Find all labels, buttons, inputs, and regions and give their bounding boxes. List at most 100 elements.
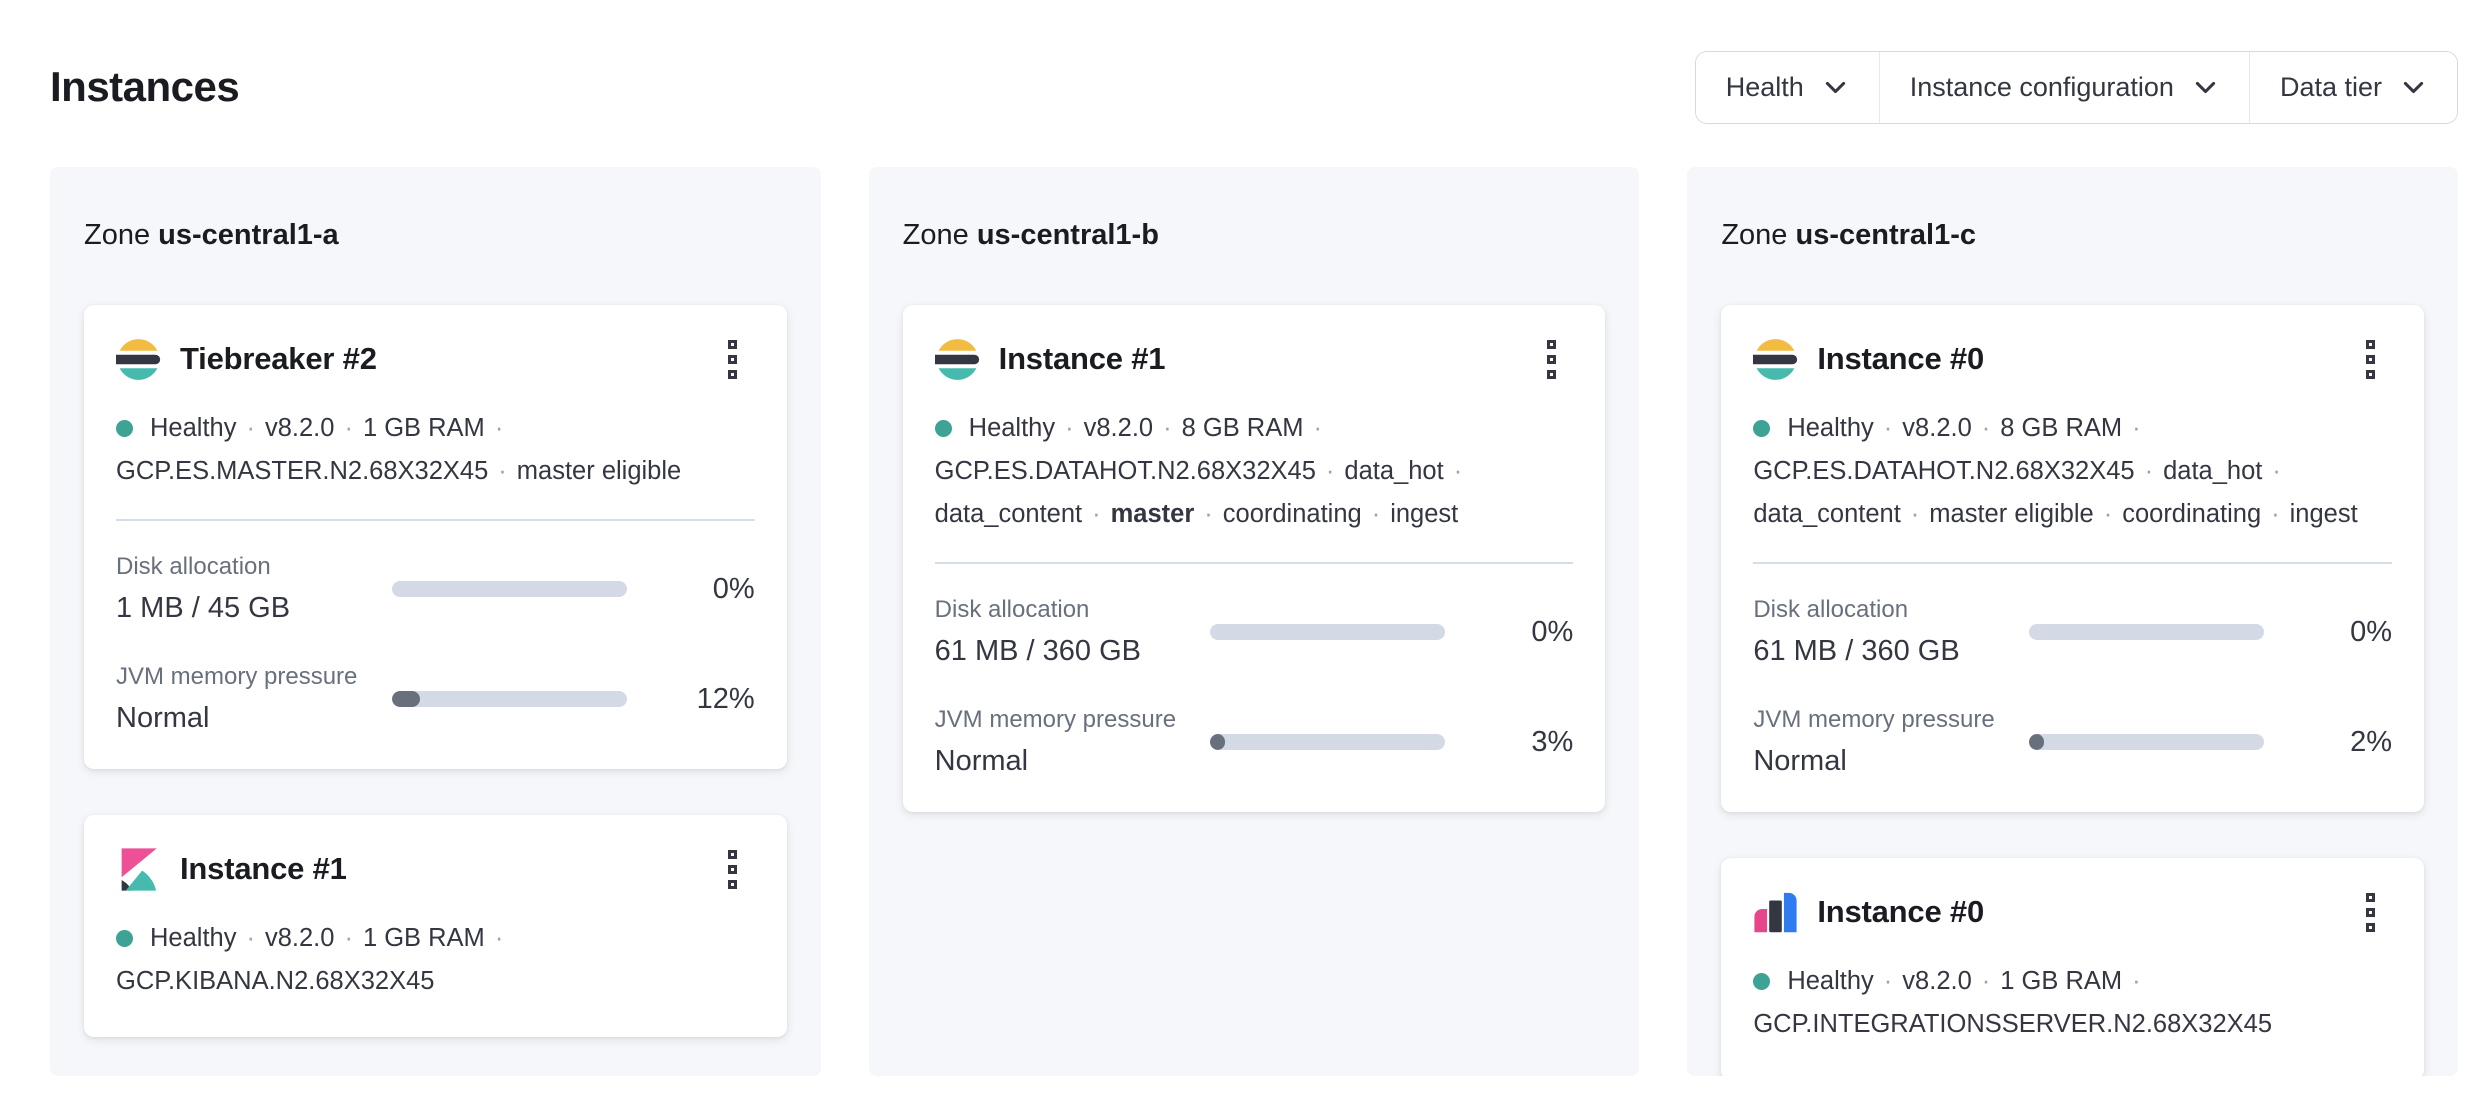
metric-label: JVM memory pressure <box>934 706 1177 733</box>
status-segment: data_hot <box>2163 457 2263 485</box>
separator-dot: · <box>498 457 507 485</box>
metric-value: Normal <box>116 702 210 734</box>
status-segment: Healthy <box>150 924 237 952</box>
status-segment: 8 GB RAM <box>1181 414 1304 442</box>
metric-percent: 0% <box>2350 615 2392 648</box>
instance-card-instance-0: Instance #0 Healthy · v8.2.0 · 8 GB RAM · GCP.… <box>1721 305 2424 812</box>
separator-dot: · <box>2272 457 2281 485</box>
instance-title: Instance #1 <box>998 341 1166 376</box>
metric-text: Disk allocation 1 MB / 45 GB <box>116 553 392 625</box>
zone-cards: Instance #1 Healthy · v8.2.0 · 8 GB RAM · GCP.… <box>902 305 1606 812</box>
separator-dot: · <box>2103 500 2113 528</box>
status-segment: GCP.ES.DATAHOT.N2.68X32X45 <box>934 457 1316 485</box>
separator-dot: · <box>494 414 504 442</box>
status-segment: v8.2.0 <box>1083 414 1154 442</box>
metrics: Disk allocation 61 MB / 360 GB 0% JVM me… <box>1753 596 2392 778</box>
zone-name: us-central1-c <box>1795 219 1977 251</box>
instance-actions-menu-button[interactable] <box>1529 335 1573 383</box>
status-segment: Healthy <box>1787 414 1874 442</box>
status-segment: ingest <box>2289 500 2358 528</box>
separator-dot: · <box>1204 500 1213 528</box>
health-status-dot <box>1753 420 1771 437</box>
card-header: Tiebreaker #2 <box>116 335 755 383</box>
chevron-down-icon <box>1825 81 1845 93</box>
zones-container: Zone us-central1-a Tiebreaker #2 Healthy… <box>50 167 2458 1076</box>
progress-bar-fill <box>1210 734 1226 750</box>
instance-status: Healthy · v8.2.0 · 8 GB RAM · GCP.ES.DATAHOT.N… <box>1753 407 2392 536</box>
filter-group: Health Instance configuration Data tier <box>1694 50 2458 124</box>
chevron-down-icon <box>2195 81 2216 93</box>
status-segment: v8.2.0 <box>264 414 335 442</box>
zone-label-prefix: Zone <box>84 219 159 251</box>
instance-actions-menu-button[interactable] <box>2348 335 2392 383</box>
instance-actions-menu-button[interactable] <box>2348 888 2392 936</box>
status-line: Healthy · v8.2.0 · 1 GB RAM · <box>1753 960 2392 1003</box>
status-segment: data_hot <box>1344 457 1444 485</box>
status-segment: GCP.ES.DATAHOT.N2.68X32X45 <box>1753 457 2135 485</box>
metrics: Disk allocation 1 MB / 45 GB 0% JVM memo… <box>116 553 755 735</box>
instance-card-instance-0: Instance #0 Healthy · v8.2.0 · 1 GB RAM · GCP.… <box>1721 858 2424 1076</box>
status-segment: coordinating <box>1222 500 1362 528</box>
instance-title: Instance #1 <box>180 851 347 886</box>
elasticsearch-logo <box>116 337 161 382</box>
metric-percent: 0% <box>1531 615 1574 648</box>
zone-name: us-central1-a <box>158 219 339 251</box>
separator-dot: · <box>1883 967 1893 995</box>
status-segment: v8.2.0 <box>1902 967 1972 995</box>
status-segment: data_content <box>1753 500 1901 528</box>
chevron-down-icon <box>2403 81 2424 93</box>
status-segment: GCP.ES.MASTER.N2.68X32X45 <box>116 457 489 485</box>
zone-label-prefix: Zone <box>1721 219 1796 251</box>
health-status-dot <box>116 420 133 437</box>
metric-value: Normal <box>1753 745 1847 777</box>
progress-bar <box>1210 624 1446 640</box>
metric-percent: 0% <box>712 572 755 605</box>
instance-title: Instance #0 <box>1817 894 1984 929</box>
instance-title: Tiebreaker #2 <box>180 341 377 376</box>
filter-button-instance-configuration[interactable]: Instance configuration <box>1878 51 2249 123</box>
metric-text: JVM memory pressure Normal <box>935 706 1211 778</box>
metric-row-jvm-memory-pressure: JVM memory pressure Normal 3% <box>935 706 1574 778</box>
metric-value: 61 MB / 360 GB <box>1753 635 1960 667</box>
status-segment: master eligible <box>1929 500 2094 528</box>
status-line: GCP.INTEGRATIONSSERVER.N2.68X32X45 <box>1753 1003 2392 1046</box>
instance-actions-menu-button[interactable] <box>711 335 755 383</box>
zone-cards: Instance #0 Healthy · v8.2.0 · 8 GB RAM · GCP.… <box>1721 305 2424 1076</box>
instance-status: Healthy · v8.2.0 · 1 GB RAM · GCP.ES.MASTER.N2… <box>116 407 755 493</box>
filter-label: Instance configuration <box>1909 71 2174 102</box>
status-segment: v8.2.0 <box>264 924 335 952</box>
filter-button-data-tier[interactable]: Data tier <box>2248 51 2457 123</box>
card-header: Instance #0 <box>1753 888 2392 936</box>
health-status-dot <box>934 420 952 437</box>
status-line: data_content · master eligible · coordinatin… <box>1753 493 2392 536</box>
metric-row-disk-allocation: Disk allocation 61 MB / 360 GB 0% <box>1753 596 2392 668</box>
metric-label: Disk allocation <box>116 553 271 580</box>
status-segment: 8 GB RAM <box>2000 414 2123 442</box>
metric-value: 61 MB / 360 GB <box>934 635 1141 667</box>
zone-label: Zone us-central1-b <box>903 217 1606 253</box>
metric-text: JVM memory pressure Normal <box>116 663 392 735</box>
divider <box>116 519 755 521</box>
separator-dot: · <box>1981 414 1991 442</box>
metric-label: JVM memory pressure <box>116 663 358 690</box>
status-segment: GCP.INTEGRATIONSSERVER.N2.68X32X45 <box>1753 1010 2273 1038</box>
filter-button-health[interactable]: Health <box>1695 51 1879 123</box>
instance-actions-menu-button[interactable] <box>711 845 755 893</box>
zone-name: us-central1-b <box>976 219 1159 251</box>
status-segment: coordinating <box>2122 500 2262 528</box>
metric-row-disk-allocation: Disk allocation 61 MB / 360 GB 0% <box>935 596 1574 668</box>
filter-label: Health <box>1725 71 1804 102</box>
separator-dot: · <box>1453 457 1463 485</box>
separator-dot: · <box>344 924 353 952</box>
instance-status: Healthy · v8.2.0 · 1 GB RAM · GCP.INTEGRATIONS… <box>1753 960 2392 1046</box>
status-line: GCP.KIBANA.N2.68X32X45 <box>116 960 755 1003</box>
kibana-logo <box>116 847 161 892</box>
zone-label: Zone us-central1-c <box>1721 217 2424 253</box>
status-line: Healthy · v8.2.0 · 1 GB RAM · <box>116 407 755 450</box>
health-status-dot <box>1753 973 1771 990</box>
status-line: GCP.ES.DATAHOT.N2.68X32X45 · data_hot · <box>935 450 1574 493</box>
card-header: Instance #1 <box>934 335 1574 383</box>
metric-label: Disk allocation <box>1753 596 1909 623</box>
separator-dot: · <box>1163 414 1172 442</box>
card-header: Instance #1 <box>116 845 755 893</box>
